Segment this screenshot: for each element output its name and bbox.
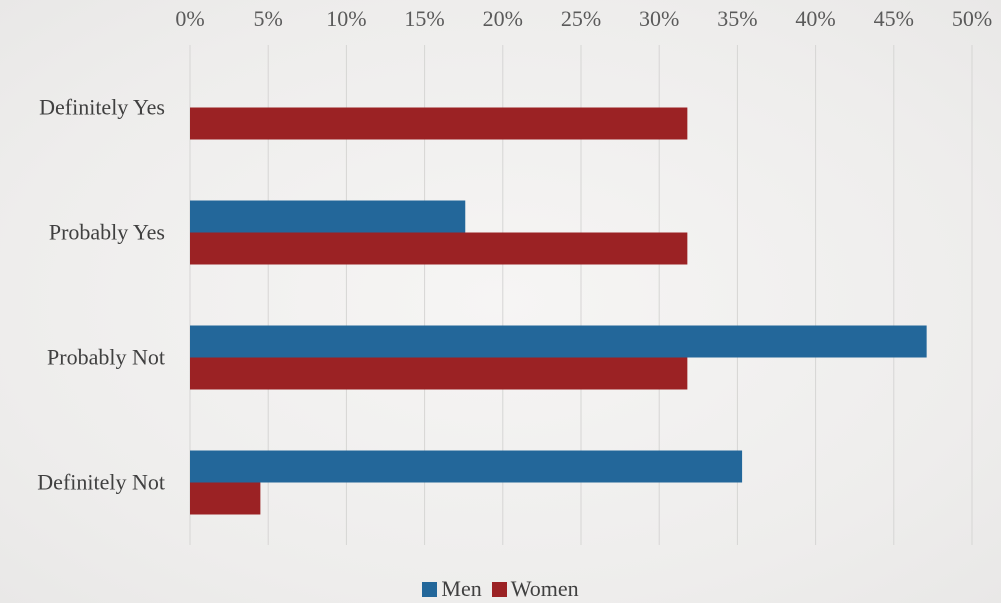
legend-label-women: Women xyxy=(510,576,579,601)
legend-swatch-men xyxy=(422,581,438,597)
legend: Men Women xyxy=(0,576,1001,602)
legend-label-men: Men xyxy=(441,576,482,601)
x-tick-label: 30% xyxy=(639,6,679,31)
x-tick-label: 0% xyxy=(175,6,204,31)
category-label: Definitely Not xyxy=(37,470,165,495)
bar-men xyxy=(190,200,466,233)
category-labels: Definitely Yes Probably Yes Probably Not De… xyxy=(37,95,165,495)
category-label: Probably Not xyxy=(47,345,165,370)
x-tick-label: 20% xyxy=(483,6,523,31)
x-tick-label: 35% xyxy=(717,6,757,31)
x-tick-label: 5% xyxy=(254,6,283,31)
bar-women xyxy=(190,107,688,140)
bars xyxy=(190,107,927,515)
category-label: Probably Yes xyxy=(49,220,165,245)
x-tick-label: 45% xyxy=(874,6,914,31)
x-tick-label: 15% xyxy=(404,6,444,31)
legend-item-men: Men xyxy=(422,576,482,602)
bar-women xyxy=(190,482,261,515)
x-tick-label: 10% xyxy=(326,6,366,31)
bar-women xyxy=(190,357,688,390)
x-tick-label: 25% xyxy=(561,6,601,31)
bar-men xyxy=(190,325,927,358)
legend-item-women: Women xyxy=(491,576,579,602)
x-axis-ticks: 0% 5% 10% 15% 20% 25% 30% 35% 40% 45% 50% xyxy=(175,6,992,31)
category-label: Definitely Yes xyxy=(39,95,165,120)
x-tick-label: 40% xyxy=(795,6,835,31)
legend-swatch-women xyxy=(491,581,507,597)
bar-women xyxy=(190,232,688,265)
bar-men xyxy=(190,450,743,483)
x-tick-label: 50% xyxy=(952,6,992,31)
